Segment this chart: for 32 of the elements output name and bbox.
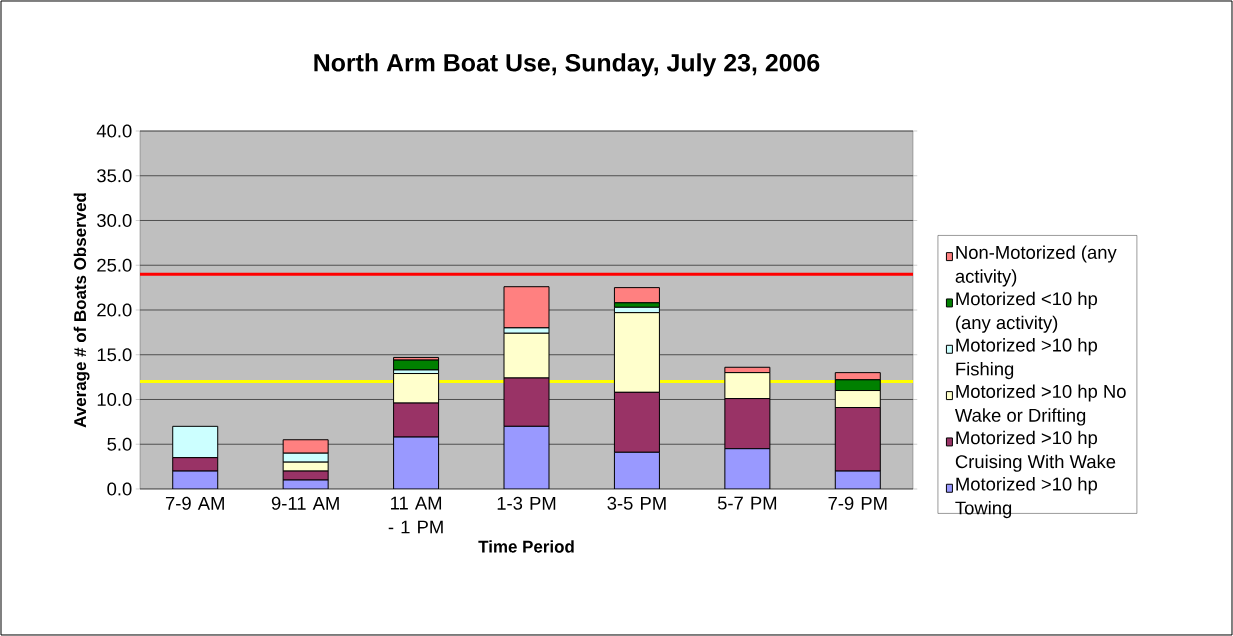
bar <box>393 436 440 489</box>
y-axis-title: Average # of Boats Observed <box>73 193 90 428</box>
y-tick-label: 5.0 <box>107 437 132 451</box>
y-tick-label: 15.0 <box>97 348 132 362</box>
bar <box>393 359 440 371</box>
legend-label: Motorized >10 hp Cruising With Wake <box>955 430 1116 472</box>
bar <box>503 425 550 489</box>
bar <box>613 451 660 489</box>
y-tick-label: 10.0 <box>97 392 132 407</box>
legend-label: Motorized <10 hp (any activity) <box>956 291 1098 333</box>
chart-title: North Arm Boat Use, Sunday, July 23, 2006 <box>314 53 820 77</box>
y-tick-label: 20.0 <box>97 303 132 317</box>
x-axis-title: Time Period <box>478 540 574 553</box>
y-tick-label: 0.0 <box>107 482 132 496</box>
legend-label: Motorized >10 hp Fishing <box>956 338 1098 380</box>
x-tick-label: 11 AM - 1 PM <box>388 496 443 534</box>
x-tick-label: 7-9 AM <box>165 496 224 510</box>
x-tick-label: 7-9 PM <box>828 496 887 510</box>
y-tick-label: 35.0 <box>97 169 132 183</box>
legend-label: Non-Motorized (any activity) <box>955 245 1117 287</box>
y-tick-label: 40.0 <box>96 124 132 138</box>
legend-label: Motorized >10 hp Towing <box>955 477 1098 519</box>
bar <box>724 448 771 489</box>
legend-label: Motorized >10 hp No Wake or Drifting <box>954 384 1126 426</box>
bar <box>613 287 660 304</box>
y-tick-label: 30.0 <box>97 213 132 228</box>
bar <box>503 286 550 329</box>
x-tick-label: 9-11 AM <box>271 496 339 510</box>
x-tick-label: 5-7 PM <box>717 496 777 510</box>
y-tick-label: 25.0 <box>97 258 132 272</box>
x-tick-label: 1-3 PM <box>497 496 556 510</box>
x-tick-label: 3-5 PM <box>607 496 666 510</box>
